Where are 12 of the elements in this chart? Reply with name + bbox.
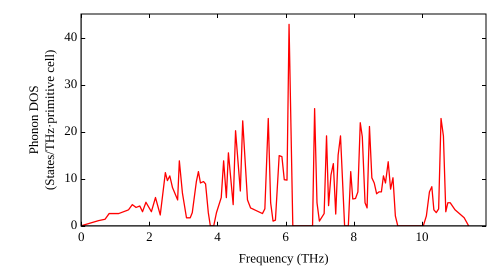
y-tick-label: 10 [64,170,78,186]
x-tick-label: 10 [415,229,428,244]
x-tick-label: 6 [282,229,290,244]
y-tick-label: 20 [64,123,78,138]
x-tick-label: 4 [214,229,222,244]
y-tick-label: 0 [70,217,78,232]
x-axis-title: Frequency (THz) [238,250,329,266]
x-tick-label: 8 [350,229,358,244]
x-tick-label: 2 [146,229,153,244]
y-axis-title: Phonon DOS (States/THz·primitive cell) [26,50,57,190]
y-tick-label: 30 [64,76,78,92]
y-tick-label: 40 [64,28,78,44]
